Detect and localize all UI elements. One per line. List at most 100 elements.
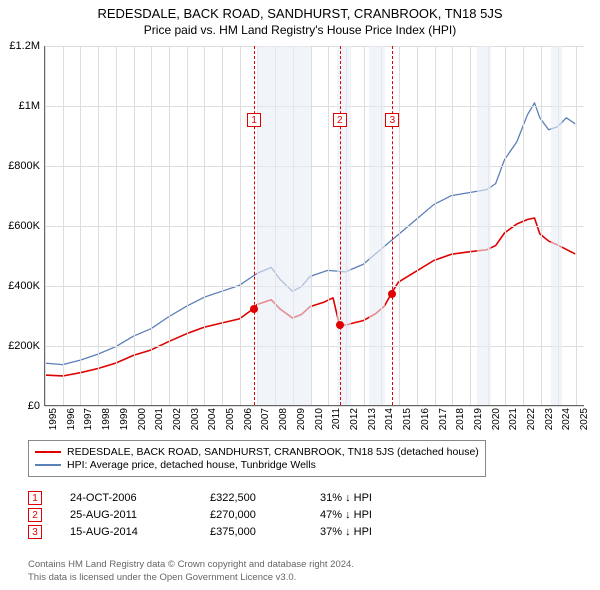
gridline-v xyxy=(222,46,223,405)
legend-swatch xyxy=(35,451,61,453)
legend-label: REDESDALE, BACK ROAD, SANDHURST, CRANBRO… xyxy=(67,446,479,458)
gridline-h xyxy=(45,166,584,167)
footer-line-2: This data is licensed under the Open Gov… xyxy=(28,572,354,584)
recession-shade xyxy=(551,46,562,405)
sale-record-price: £322,500 xyxy=(210,492,320,504)
sale-dot xyxy=(250,305,258,313)
sale-marker-box: 2 xyxy=(333,113,347,127)
sale-vline xyxy=(340,46,341,405)
gridline-h xyxy=(45,46,584,47)
sale-record-price: £375,000 xyxy=(210,526,320,538)
gridline-v xyxy=(80,46,81,405)
gridline-h xyxy=(45,106,584,107)
x-tick-label: 2006 xyxy=(243,408,254,430)
gridline-v xyxy=(98,46,99,405)
plot-area: 1 2 3 xyxy=(44,46,584,406)
y-tick-label: £1M xyxy=(0,100,40,112)
chart-container: { "title": "REDESDALE, BACK ROAD, SANDHU… xyxy=(0,0,600,590)
sale-dot xyxy=(388,290,396,298)
gridline-v xyxy=(576,46,577,405)
sale-record-row: 1 24-OCT-2006£322,50031% ↓ HPI xyxy=(28,491,440,505)
y-tick-label: £600K xyxy=(0,220,40,232)
gridline-v xyxy=(187,46,188,405)
gridline-v xyxy=(63,46,64,405)
x-tick-label: 2005 xyxy=(225,408,236,430)
sale-marker-box: 1 xyxy=(247,113,261,127)
x-tick-label: 2013 xyxy=(367,408,378,430)
sale-record-date: 24-OCT-2006 xyxy=(70,492,210,504)
x-tick-label: 2008 xyxy=(278,408,289,430)
sale-vline xyxy=(254,46,255,405)
x-tick-label: 1996 xyxy=(66,408,77,430)
x-tick-label: 2016 xyxy=(420,408,431,430)
x-tick-label: 2012 xyxy=(349,408,360,430)
gridline-v xyxy=(311,46,312,405)
x-tick-label: 2023 xyxy=(544,408,555,430)
gridline-v xyxy=(399,46,400,405)
sale-record-date: 15-AUG-2014 xyxy=(70,526,210,538)
gridline-v xyxy=(470,46,471,405)
x-tick-label: 2011 xyxy=(331,408,342,430)
y-tick-label: £200K xyxy=(0,340,40,352)
x-tick-label: 2009 xyxy=(296,408,307,430)
gridline-v xyxy=(45,46,46,405)
sale-record-row: 2 25-AUG-2011£270,00047% ↓ HPI xyxy=(28,508,440,522)
legend-label: HPI: Average price, detached house, Tunb… xyxy=(67,459,316,471)
x-tick-label: 2004 xyxy=(207,408,218,430)
gridline-v xyxy=(364,46,365,405)
x-tick-label: 2000 xyxy=(137,408,148,430)
recession-shade xyxy=(369,46,385,405)
gridline-v xyxy=(240,46,241,405)
x-tick-label: 2018 xyxy=(455,408,466,430)
gridline-h xyxy=(45,346,584,347)
gridline-v xyxy=(204,46,205,405)
title-block: REDESDALE, BACK ROAD, SANDHURST, CRANBRO… xyxy=(0,0,600,37)
sale-record-delta: 47% ↓ HPI xyxy=(320,509,440,521)
x-tick-label: 2021 xyxy=(508,408,519,430)
chart-title: REDESDALE, BACK ROAD, SANDHURST, CRANBRO… xyxy=(0,6,600,21)
gridline-v xyxy=(541,46,542,405)
gridline-v xyxy=(328,46,329,405)
x-tick-label: 2014 xyxy=(384,408,395,430)
gridline-v xyxy=(417,46,418,405)
y-tick-label: £1.2M xyxy=(0,40,40,52)
sale-dot xyxy=(336,321,344,329)
legend-item: HPI: Average price, detached house, Tunb… xyxy=(35,459,479,471)
sale-record-number: 1 xyxy=(28,491,42,505)
sale-record-delta: 37% ↓ HPI xyxy=(320,526,440,538)
gridline-v xyxy=(151,46,152,405)
footer: Contains HM Land Registry data © Crown c… xyxy=(28,559,354,584)
x-tick-label: 2017 xyxy=(438,408,449,430)
gridline-v xyxy=(523,46,524,405)
legend-item: REDESDALE, BACK ROAD, SANDHURST, CRANBRO… xyxy=(35,446,479,458)
x-tick-label: 2001 xyxy=(154,408,165,430)
chart-subtitle: Price paid vs. HM Land Registry's House … xyxy=(0,23,600,37)
sale-record-delta: 31% ↓ HPI xyxy=(320,492,440,504)
x-tick-label: 2019 xyxy=(473,408,484,430)
sale-record-date: 25-AUG-2011 xyxy=(70,509,210,521)
gridline-v xyxy=(505,46,506,405)
y-tick-label: £400K xyxy=(0,280,40,292)
gridline-v xyxy=(134,46,135,405)
sale-record-price: £270,000 xyxy=(210,509,320,521)
sale-vline xyxy=(392,46,393,405)
x-tick-label: 1998 xyxy=(101,408,112,430)
x-tick-label: 2024 xyxy=(561,408,572,430)
sale-record-number: 3 xyxy=(28,525,42,539)
x-tick-label: 1997 xyxy=(83,408,94,430)
gridline-h xyxy=(45,226,584,227)
footer-line-1: Contains HM Land Registry data © Crown c… xyxy=(28,559,354,571)
x-tick-label: 2010 xyxy=(314,408,325,430)
legend-swatch xyxy=(35,464,61,466)
gridline-v xyxy=(116,46,117,405)
x-tick-label: 2003 xyxy=(190,408,201,430)
gridline-h xyxy=(45,286,584,287)
x-tick-label: 2015 xyxy=(402,408,413,430)
recession-shade xyxy=(477,46,491,405)
sale-marker-box: 3 xyxy=(385,113,399,127)
gridline-v xyxy=(435,46,436,405)
sale-record-number: 2 xyxy=(28,508,42,522)
x-tick-label: 1999 xyxy=(119,408,130,430)
sale-record-row: 3 15-AUG-2014£375,00037% ↓ HPI xyxy=(28,525,440,539)
gridline-v xyxy=(169,46,170,405)
